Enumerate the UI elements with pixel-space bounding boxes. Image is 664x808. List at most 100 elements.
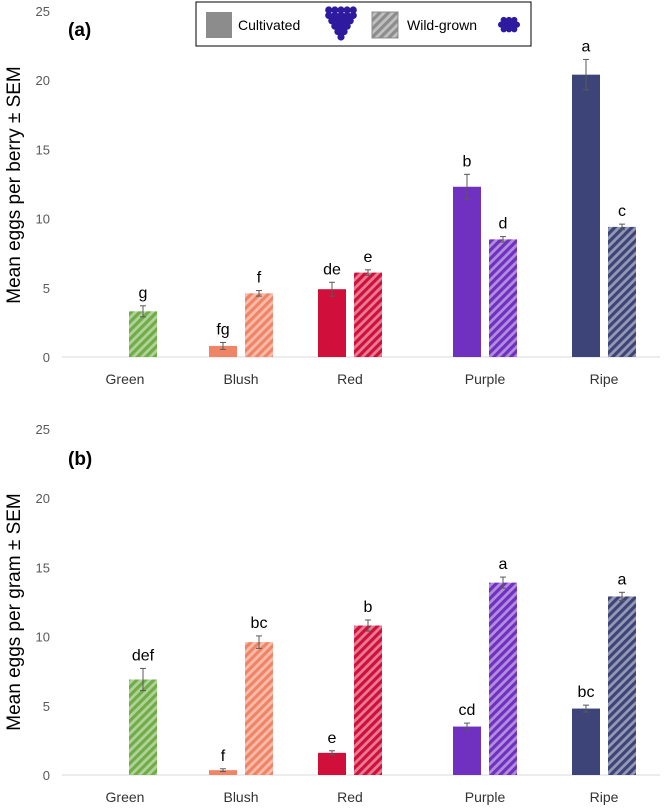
x-tick-label: Red [337,371,363,387]
x-tick-label: Blush [223,371,258,387]
significance-letter: fg [216,321,229,338]
significance-letter: c [618,203,626,220]
x-tick-label: Purple [465,371,506,387]
berry-dot [340,17,348,25]
significance-letter: def [132,647,155,664]
y-axis-label-a: Mean eggs per berry ± SEM [4,66,25,303]
significance-letter: bc [251,615,268,632]
berry-dot [343,22,351,30]
bar-b-cultivated-blush [209,770,237,775]
berry-dot [508,21,515,28]
y-tick-label: 15 [36,142,50,157]
significance-letter: g [139,285,148,302]
berry-dot [503,21,510,28]
bar-a-cultivated-purple [453,186,481,357]
x-tick-label: Ripe [590,371,619,387]
significance-letter: de [323,261,341,278]
berry-dot [346,17,354,25]
significance-letter: b [364,599,373,616]
y-tick-label: 15 [36,560,50,575]
y-tick-label: 20 [36,73,50,88]
bar-b-wild-grown-blush [245,642,273,775]
bar-a-cultivated-blush [209,345,237,357]
y-axis-label-b: Mean eggs per gram ± SEM [4,493,25,730]
significance-letter: f [257,270,262,287]
x-tick-label: Ripe [590,789,619,805]
legend-label-wild: Wild-grown [407,17,477,33]
legend-swatch-cultivated [206,12,232,38]
bar-a-wild-grown-purple [489,239,517,357]
significance-letter: a [618,571,627,588]
x-tick-label: Green [106,789,145,805]
bar-a-cultivated-ripe [572,74,600,357]
berry-dot [328,17,336,25]
berry-dot [325,6,333,14]
berry-dot [343,11,351,19]
significance-letter: a [499,556,508,573]
bar-a-cultivated-red [318,289,346,357]
berry-dot [340,28,348,36]
y-tick-label: 5 [43,281,50,296]
bar-a-wild-grown-blush [245,293,273,357]
bar-b-wild-grown-green [129,679,157,775]
berry-dot [511,16,518,24]
significance-letter: d [499,216,508,233]
y-tick-label: 25 [36,4,50,19]
berry-dot [497,21,505,28]
x-tick-label: Blush [223,789,258,805]
panel-label-b: (b) [68,449,92,470]
x-tick-label: Red [337,789,363,805]
berry-dot [334,17,342,25]
y-tick-label: 10 [36,212,50,227]
bar-b-wild-grown-purple [489,582,517,775]
legend-label-cultivated: Cultivated [238,17,300,33]
bar-a-wild-grown-ripe [608,226,636,357]
bar-a-wild-grown-green [129,311,157,357]
berry-dot [500,26,507,33]
bar-a-wild-grown-red [354,272,382,357]
y-tick-label: 5 [43,699,50,714]
berry-dot [511,26,518,33]
berry-dot [513,21,521,28]
legend-swatch-wild [371,11,399,39]
y-tick-label: 25 [36,422,50,437]
bar-b-cultivated-red [318,752,346,775]
berry-dot [337,6,345,14]
bar-b-wild-grown-ripe [608,596,636,775]
berry-dot [337,33,345,41]
y-tick-label: 0 [43,350,50,365]
significance-letter: cd [459,702,476,719]
large-berry-cluster-icon [325,6,357,41]
significance-letter: f [221,748,226,765]
legend-box [195,1,532,47]
y-tick-label: 10 [36,630,50,645]
berry-dot [331,6,339,14]
chart-b: (b) Mean eggs per gram ± SEM 0 5 10 15 20 25 G… [4,422,660,805]
significance-letter: e [328,730,337,747]
significance-letter: e [364,249,373,266]
berry-dot [349,6,357,14]
bar-b-cultivated-purple [453,726,481,775]
berry-dot [500,16,507,24]
berry-dot [505,26,513,33]
x-tick-label: Green [106,371,145,387]
panel-label-a: (a) [68,20,91,41]
berry-dot [505,16,513,24]
chart-a: (a) Mean eggs per berry ± SEM 0 5 10 15 20 25… [4,4,660,387]
y-tick-label: 0 [43,768,50,783]
bar-b-wild-grown-red [354,625,382,775]
berry-dot [334,28,342,36]
significance-letter: a [582,38,591,55]
berry-dot [325,11,333,19]
y-tick-label: 20 [36,491,50,506]
significance-letter: b [463,153,472,170]
berry-dot [343,6,351,14]
x-tick-label: Purple [465,789,506,805]
significance-letter: bc [578,684,595,701]
legend: Cultivated Wild-grown [195,1,532,47]
berry-dot [331,11,339,19]
berry-dot [337,22,345,30]
berry-dot [349,11,357,19]
berry-dot [337,11,345,19]
